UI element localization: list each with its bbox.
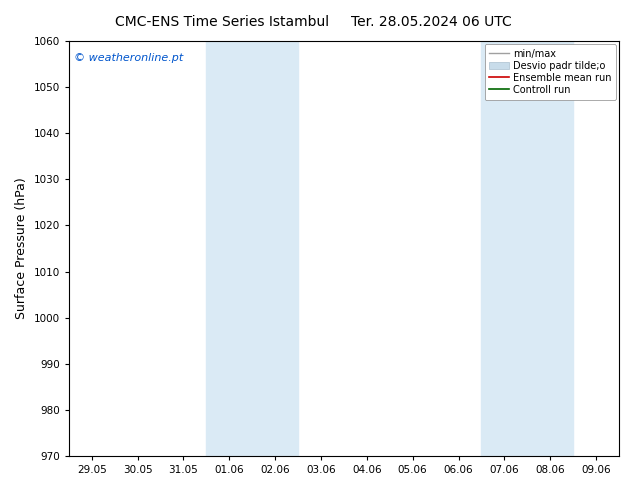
Bar bbox=[207, 41, 298, 456]
Bar bbox=[481, 41, 573, 456]
Text: CMC-ENS Time Series Istambul: CMC-ENS Time Series Istambul bbox=[115, 15, 329, 29]
Legend: min/max, Desvio padr tilde;o, Ensemble mean run, Controll run: min/max, Desvio padr tilde;o, Ensemble m… bbox=[484, 44, 616, 99]
Text: Ter. 28.05.2024 06 UTC: Ter. 28.05.2024 06 UTC bbox=[351, 15, 512, 29]
Y-axis label: Surface Pressure (hPa): Surface Pressure (hPa) bbox=[15, 178, 28, 319]
Text: © weatheronline.pt: © weatheronline.pt bbox=[74, 53, 184, 64]
